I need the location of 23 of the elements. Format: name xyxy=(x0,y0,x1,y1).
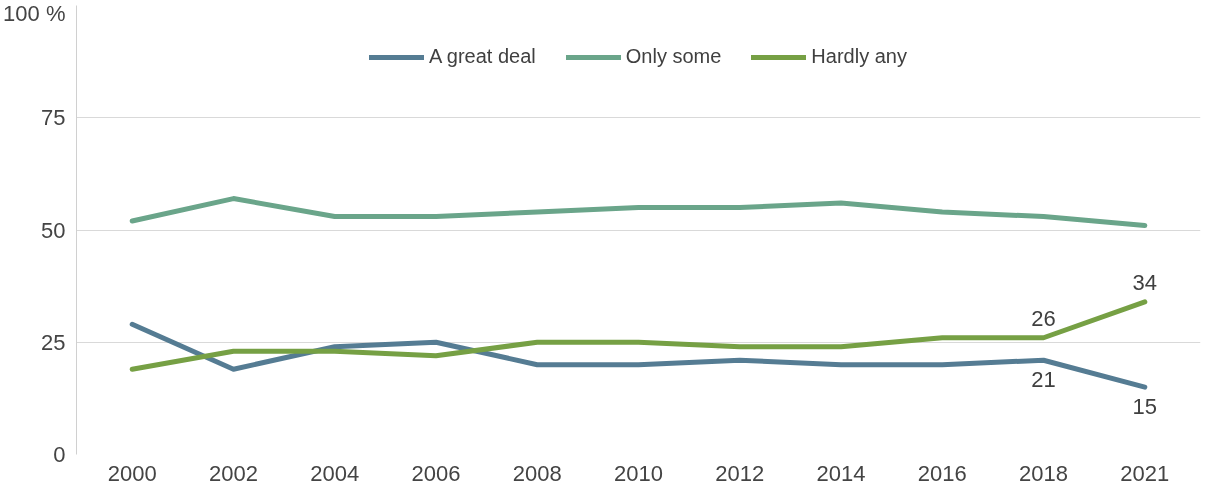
x-tick-label: 2002 xyxy=(208,460,258,486)
y-tick-label: 25 xyxy=(41,329,66,355)
y-tick-label: 50 xyxy=(41,217,66,243)
legend-label: Hardly any xyxy=(811,45,907,68)
legend-label: Only some xyxy=(625,45,722,68)
y-tick-label: 75 xyxy=(41,105,66,131)
x-tick-label: 2012 xyxy=(715,460,765,486)
x-tick-label: 2018 xyxy=(1019,460,1069,486)
data-label: 34 xyxy=(1132,269,1158,295)
y-tick-label: 0 xyxy=(53,442,66,467)
legend-label: A great deal xyxy=(429,45,536,68)
x-tick-label: 2000 xyxy=(107,460,157,486)
x-tick-label: 2006 xyxy=(411,460,461,486)
x-tick-label: 2008 xyxy=(512,460,562,486)
x-tick-label: 2016 xyxy=(917,460,967,486)
x-tick-label: 2010 xyxy=(614,460,663,486)
data-label: 21 xyxy=(1031,367,1056,393)
x-tick-label: 2014 xyxy=(816,460,866,486)
data-label: 26 xyxy=(1031,305,1056,331)
data-label: 15 xyxy=(1132,394,1158,420)
x-tick-label: 2004 xyxy=(310,460,360,486)
y-tick-label: 100 % xyxy=(3,0,66,26)
x-tick-label: 2021 xyxy=(1120,460,1170,486)
